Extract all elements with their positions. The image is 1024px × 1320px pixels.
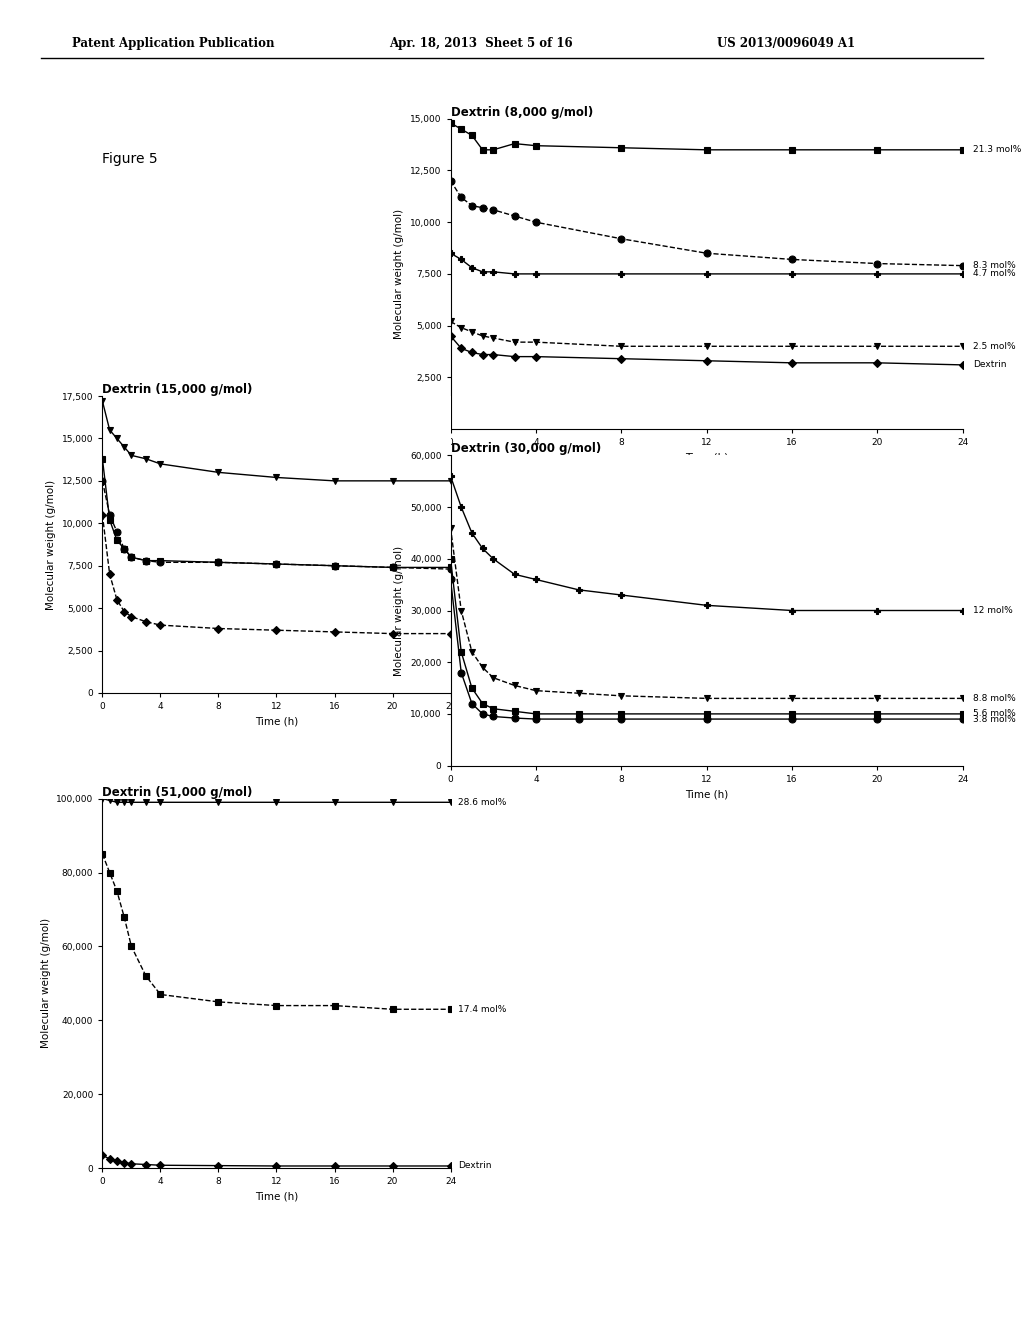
- Y-axis label: Molecular weight (g/mol): Molecular weight (g/mol): [46, 479, 56, 610]
- Text: 4.3 mol%: 4.3 mol%: [458, 562, 501, 572]
- X-axis label: Time (h): Time (h): [685, 789, 728, 799]
- Text: 2.2 mol%: 2.2 mol%: [458, 565, 501, 574]
- Y-axis label: Molecular weight (g/mol): Molecular weight (g/mol): [394, 209, 404, 339]
- Text: 28.6 mol%: 28.6 mol%: [458, 797, 506, 807]
- Text: US 2013/0096049 A1: US 2013/0096049 A1: [717, 37, 855, 50]
- Y-axis label: Molecular weight (g/mol): Molecular weight (g/mol): [394, 545, 404, 676]
- Text: Dextrin (51,000 g/mol): Dextrin (51,000 g/mol): [102, 785, 253, 799]
- X-axis label: Time (h): Time (h): [685, 453, 728, 462]
- Text: Apr. 18, 2013  Sheet 5 of 16: Apr. 18, 2013 Sheet 5 of 16: [389, 37, 572, 50]
- Text: 21.3 mol%: 21.3 mol%: [973, 145, 1022, 154]
- Text: 4.7 mol%: 4.7 mol%: [973, 269, 1016, 279]
- Y-axis label: Molecular weight (g/mol): Molecular weight (g/mol): [41, 919, 50, 1048]
- Text: Dextrin (15,000 g/mol): Dextrin (15,000 g/mol): [102, 383, 253, 396]
- Text: 8.3 mol%: 8.3 mol%: [973, 261, 1016, 271]
- Text: 7.0 mol%: 7.0 mol%: [458, 477, 501, 486]
- Text: 3.8 mol%: 3.8 mol%: [973, 714, 1016, 723]
- Text: 17.4 mol%: 17.4 mol%: [458, 1005, 506, 1014]
- Text: 8.8 mol%: 8.8 mol%: [973, 694, 1016, 702]
- Text: Dextrin (30,000 g/mol): Dextrin (30,000 g/mol): [451, 442, 601, 455]
- Text: Figure 5: Figure 5: [102, 152, 158, 166]
- Text: 12 mol%: 12 mol%: [973, 606, 1013, 615]
- X-axis label: Time (h): Time (h): [255, 717, 298, 726]
- X-axis label: Time (h): Time (h): [255, 1192, 298, 1201]
- Text: Patent Application Publication: Patent Application Publication: [72, 37, 274, 50]
- Text: 2.5 mol%: 2.5 mol%: [973, 342, 1016, 351]
- Text: 5.6 mol%: 5.6 mol%: [973, 709, 1016, 718]
- Text: Dextrin: Dextrin: [458, 1162, 492, 1171]
- Text: Dextrin: Dextrin: [973, 360, 1007, 370]
- Text: Dextrin: Dextrin: [458, 630, 492, 638]
- Text: Dextrin (8,000 g/mol): Dextrin (8,000 g/mol): [451, 106, 593, 119]
